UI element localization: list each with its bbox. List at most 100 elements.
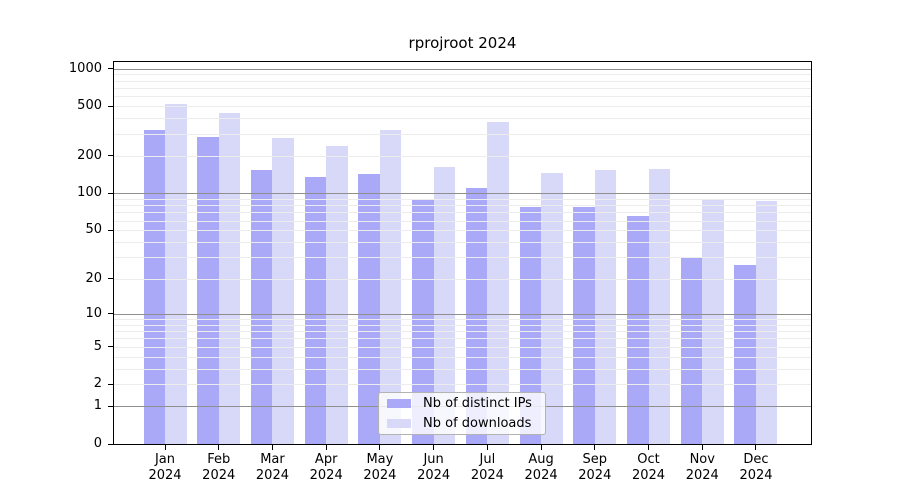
gridline-major (114, 313, 811, 315)
bar-distinct-ips (627, 216, 649, 444)
y-tick (108, 192, 113, 194)
x-tick-label: Oct 2024 (631, 452, 666, 483)
bar-distinct-ips (412, 199, 434, 444)
y-tick (108, 229, 113, 231)
y-tick (108, 105, 113, 107)
gridline-minor (114, 74, 811, 76)
x-tick (325, 445, 327, 450)
gridline-minor (114, 118, 811, 120)
gridline-minor (114, 324, 811, 326)
gridline-minor (114, 356, 811, 358)
x-tick (701, 445, 703, 450)
legend: Nb of distinct IPs Nb of downloads (378, 392, 546, 435)
gridline-minor (114, 155, 811, 157)
bar-distinct-ips (304, 176, 327, 444)
bar-downloads (272, 137, 294, 444)
x-tick-label: Feb 2024 (202, 452, 236, 483)
y-tick (108, 278, 113, 280)
x-tick (379, 445, 381, 450)
gridline-minor (114, 330, 811, 332)
bar-downloads (755, 201, 778, 444)
y-tick-label: 2 (93, 376, 102, 392)
bar-distinct-ips (358, 173, 380, 444)
bar-downloads (487, 121, 509, 444)
gridline-major (114, 193, 811, 195)
y-tick-label: 50 (85, 222, 102, 238)
bar-distinct-ips (465, 187, 488, 444)
x-tick (755, 445, 757, 450)
y-tick-label: 500 (77, 98, 102, 114)
x-tick-label: Sep 2024 (578, 452, 612, 483)
x-tick (271, 445, 273, 450)
bar-downloads (702, 198, 724, 444)
gridline-minor (114, 242, 811, 244)
bar-distinct-ips (680, 257, 703, 444)
bar-downloads (165, 104, 187, 444)
chart-title: rprojroot 2024 (408, 34, 517, 52)
y-tick-label: 0 (93, 436, 102, 451)
gridline-minor (114, 368, 811, 370)
gridline-minor (114, 257, 811, 259)
x-tick-label: Jul 2024 (470, 452, 504, 483)
legend-swatch-distinct-ips (387, 399, 411, 409)
y-tick-label: 1000 (68, 60, 102, 76)
bar-downloads (433, 167, 456, 444)
legend-swatch-downloads (387, 418, 411, 428)
x-tick-label: Apr 2024 (309, 452, 343, 483)
gridline-minor (114, 338, 811, 340)
plot-area (113, 61, 812, 445)
x-tick-label: Dec 2024 (739, 452, 773, 483)
y-tick (108, 443, 113, 445)
y-tick (108, 68, 113, 69)
bar-distinct-ips (734, 264, 756, 444)
x-tick (164, 445, 166, 450)
x-tick-label: May 2024 (363, 452, 397, 483)
x-tick (486, 445, 488, 450)
y-tick (108, 155, 113, 157)
bar-distinct-ips (250, 170, 273, 444)
y-tick (108, 346, 113, 348)
gridline-minor (114, 212, 811, 214)
bar-distinct-ips (143, 130, 165, 444)
gridline-minor (114, 318, 811, 320)
gridline-minor (114, 230, 811, 232)
y-tick-label: 20 (85, 270, 102, 286)
x-tick (218, 445, 220, 450)
x-tick (648, 445, 650, 450)
y-tick-label: 200 (77, 147, 102, 163)
gridline-minor (114, 106, 811, 108)
bar-downloads (648, 169, 671, 444)
y-tick-label: 10 (85, 305, 102, 321)
y-tick (108, 405, 113, 407)
y-tick-label: 5 (93, 338, 102, 354)
legend-label-distinct-ips: Nb of distinct IPs (423, 396, 532, 412)
x-tick (540, 445, 542, 450)
y-tick (108, 313, 113, 315)
gridline-minor (114, 80, 811, 82)
bar-downloads (541, 173, 563, 444)
gridline-minor (114, 278, 811, 280)
y-tick (108, 383, 113, 385)
gridline-minor (114, 133, 811, 135)
gridline-minor (114, 220, 811, 222)
legend-entry-downloads: Nb of downloads (387, 415, 537, 433)
gridline-minor (114, 205, 811, 207)
gridline-minor (114, 96, 811, 98)
gridline-minor (114, 384, 811, 386)
gridline-minor (114, 346, 811, 348)
x-tick-label: Jan 2024 (148, 452, 182, 483)
bar-downloads (379, 130, 402, 444)
gridline-major (114, 68, 811, 70)
y-tick-label: 1 (93, 398, 102, 414)
legend-entry-distinct-ips: Nb of distinct IPs (387, 395, 537, 413)
bar-downloads (594, 170, 617, 444)
y-tick-label: 100 (77, 185, 102, 201)
x-tick-label: Jun 2024 (417, 452, 451, 483)
x-tick-label: Aug 2024 (524, 452, 558, 483)
legend-label-downloads: Nb of downloads (423, 415, 532, 431)
x-tick-label: Mar 2024 (255, 452, 289, 483)
gridline-minor (114, 198, 811, 200)
x-tick (433, 445, 435, 450)
x-tick-label: Nov 2024 (685, 452, 719, 483)
